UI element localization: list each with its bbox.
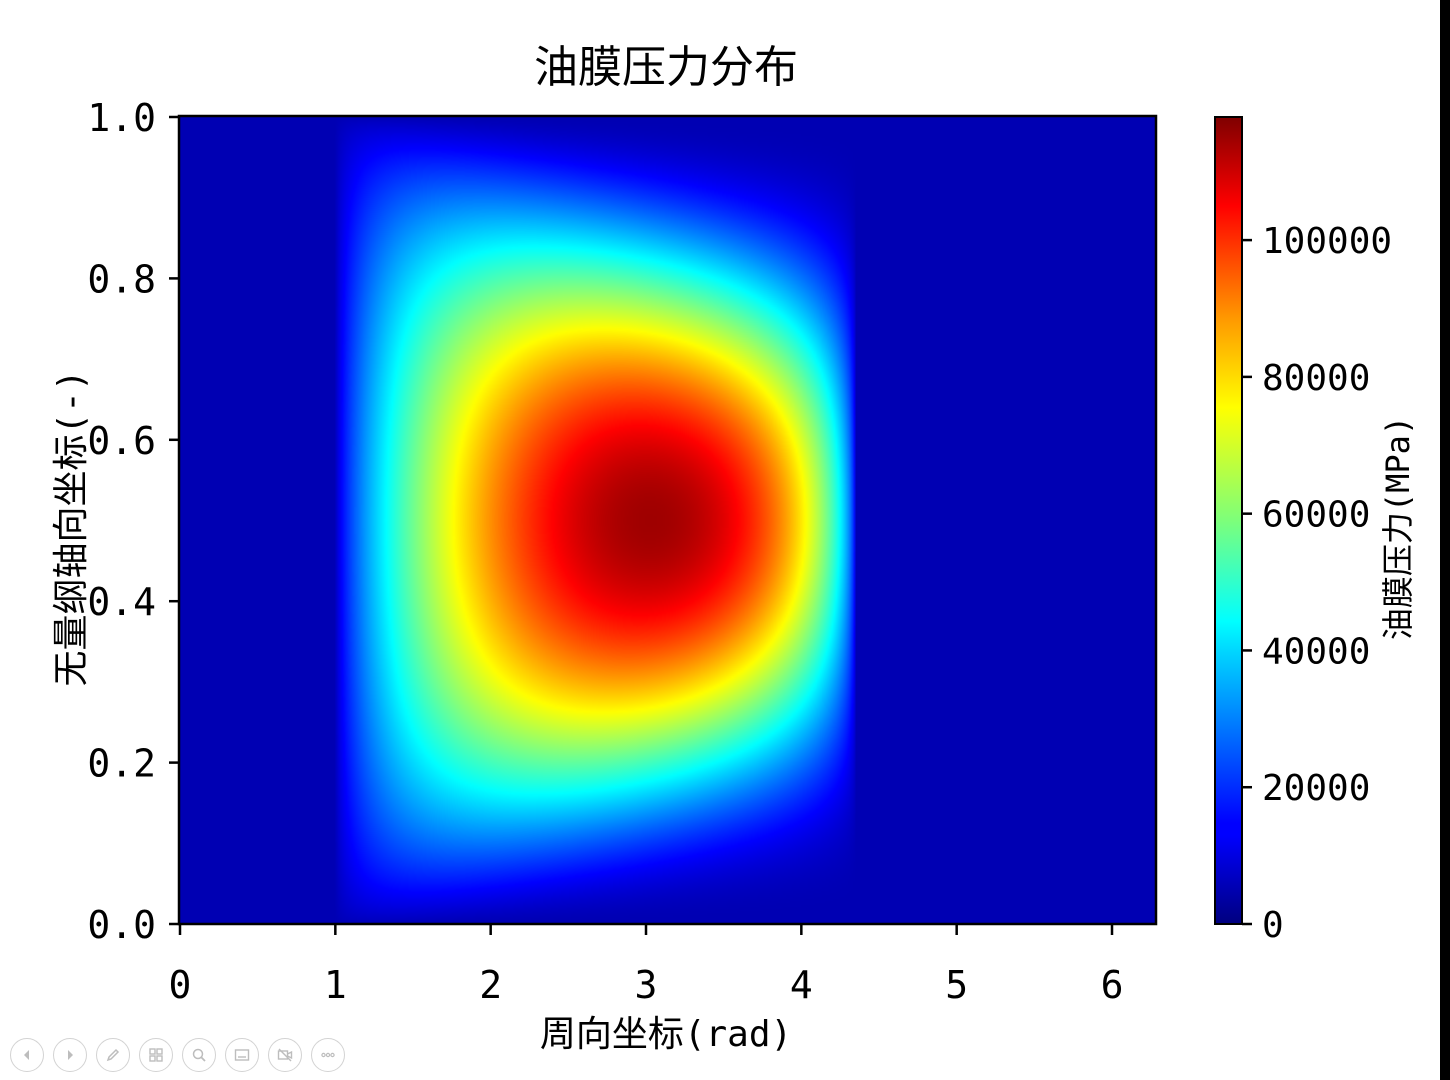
colorbar-tick-label: 80000 (1262, 358, 1370, 399)
x-tick-label: 0 (169, 963, 192, 1007)
next-button[interactable] (53, 1038, 87, 1072)
colorbar-tick-label: 40000 (1262, 631, 1370, 672)
y-axis-label: 无量纲轴向坐标(-) (51, 369, 92, 686)
x-tick-label: 1 (324, 963, 347, 1007)
subtitles-icon (234, 1049, 250, 1061)
colorbar-tick-label: 0 (1262, 905, 1284, 946)
y-tick-label: 0.2 (87, 742, 156, 786)
x-tick-label: 5 (945, 963, 968, 1007)
zoom-icon (192, 1048, 206, 1062)
y-axis: 0.0 0.2 0.4 0.6 0.8 1.0 (87, 96, 180, 947)
window-edge (1440, 0, 1450, 1080)
camera-off-button[interactable] (268, 1038, 302, 1072)
more-button[interactable] (311, 1038, 345, 1072)
colorbar (1214, 116, 1243, 925)
presentation-toolbar (10, 1038, 345, 1074)
heatmap-image (180, 117, 1156, 924)
next-icon (68, 1050, 73, 1060)
x-tick-label: 6 (1101, 963, 1124, 1007)
x-axis: 0 1 2 3 4 5 6 (169, 924, 1124, 1007)
pen-icon (106, 1048, 120, 1062)
more-icon (321, 1052, 335, 1058)
y-tick-label: 0.0 (87, 903, 156, 947)
colorbar-tick-label: 20000 (1262, 768, 1370, 809)
previous-icon (24, 1050, 29, 1060)
y-tick-label: 1.0 (87, 96, 156, 140)
plot-frame (177, 114, 1158, 926)
colorbar-tick-label: 100000 (1262, 221, 1392, 262)
y-tick-label: 0.4 (87, 580, 156, 624)
colorbar-ticks: 0 20000 40000 60000 80000 100000 (1242, 221, 1392, 946)
previous-button[interactable] (10, 1038, 44, 1072)
zoom-button[interactable] (182, 1038, 216, 1072)
camera-off-icon (277, 1048, 293, 1062)
y-tick-label: 0.6 (87, 419, 156, 463)
x-tick-label: 4 (790, 963, 813, 1007)
pen-button[interactable] (96, 1038, 130, 1072)
y-tick-label: 0.8 (87, 257, 156, 301)
slides-button[interactable] (139, 1038, 173, 1072)
x-tick-label: 3 (635, 963, 658, 1007)
x-axis-label: 周向坐标(rad) (540, 1014, 792, 1055)
colorbar-label: 油膜压力(MPa) (1379, 416, 1417, 640)
subtitles-button[interactable] (225, 1038, 259, 1072)
slides-icon (149, 1048, 163, 1062)
chart-title: 油膜压力分布 (534, 42, 798, 93)
colorbar-tick-label: 60000 (1262, 495, 1370, 536)
x-tick-label: 2 (479, 963, 502, 1007)
